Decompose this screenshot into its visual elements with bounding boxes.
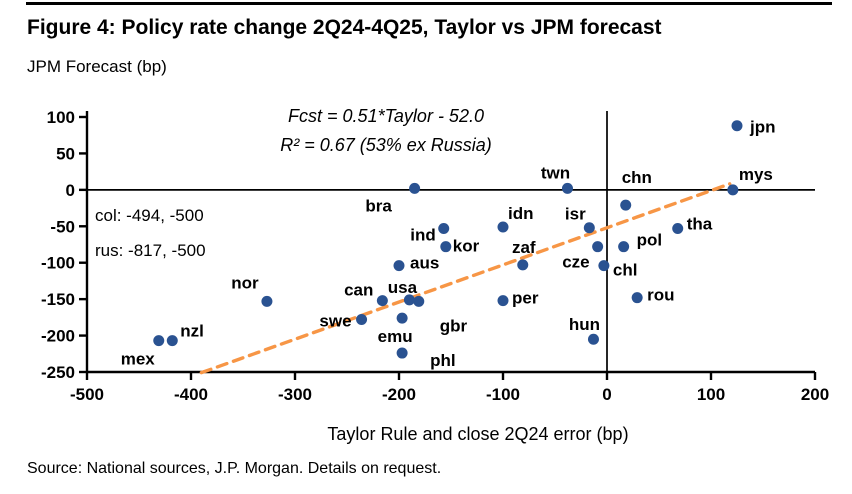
data-point-idn xyxy=(497,221,509,233)
point-labels-layer: jpn mys twn bra chn isr idn ind tha kor pol cze zaf a… xyxy=(121,118,776,370)
x-tick-label: -500 xyxy=(70,385,104,404)
point-label-chl: chl xyxy=(613,261,638,280)
x-tick-label: -400 xyxy=(174,385,208,404)
point-label-kor: kor xyxy=(453,237,480,256)
point-label-isr: isr xyxy=(565,205,586,224)
point-label-swe: swe xyxy=(319,312,351,331)
point-label-tha: tha xyxy=(687,214,713,233)
point-label-phl: phl xyxy=(430,351,456,370)
data-point-gbr xyxy=(413,295,425,307)
point-label-cze: cze xyxy=(562,253,589,272)
y-tick-label: 100 xyxy=(47,108,75,127)
y-tick-label: -150 xyxy=(41,290,75,309)
point-label-jpn: jpn xyxy=(749,118,776,137)
data-point-zaf xyxy=(517,259,529,271)
point-label-mys: mys xyxy=(739,165,773,184)
data-point-nor xyxy=(261,295,273,307)
data-point-kor xyxy=(440,241,452,253)
data-points-layer xyxy=(153,120,743,359)
point-label-zaf: zaf xyxy=(512,238,536,257)
x-tick-label: 200 xyxy=(801,385,829,404)
outlier-note-line1: col: -494, -500 xyxy=(95,206,204,225)
point-label-per: per xyxy=(512,289,539,308)
data-point-chn xyxy=(620,199,632,211)
data-point-twn xyxy=(561,182,573,194)
point-label-idn: idn xyxy=(508,204,534,223)
point-label-rou: rou xyxy=(647,286,674,305)
point-label-aus: aus xyxy=(410,254,439,273)
point-label-gbr: gbr xyxy=(440,316,468,335)
point-label-chn: chn xyxy=(622,168,652,187)
top-rule xyxy=(26,2,832,5)
data-point-isr xyxy=(583,222,595,234)
y-tick-label: 0 xyxy=(66,181,75,200)
point-label-can: can xyxy=(344,281,373,300)
point-label-hun: hun xyxy=(569,315,600,334)
regression-r2-note: R² = 0.67 (53% ex Russia) xyxy=(280,135,492,155)
data-point-can xyxy=(376,295,388,307)
data-point-mys xyxy=(727,184,739,196)
y-tick-label: -200 xyxy=(41,327,75,346)
point-label-mex: mex xyxy=(121,350,156,369)
point-label-bra: bra xyxy=(365,196,392,215)
point-label-nzl: nzl xyxy=(180,322,204,341)
point-label-pol: pol xyxy=(637,231,663,250)
data-point-per xyxy=(497,295,509,307)
x-axis-title: Taylor Rule and close 2Q24 error (bp) xyxy=(327,424,628,444)
data-point-cze xyxy=(592,241,604,253)
y-tick-label: -50 xyxy=(50,217,75,236)
data-point-jpn xyxy=(731,120,743,132)
source-note: Source: National sources, J.P. Morgan. D… xyxy=(27,460,442,477)
data-point-ind xyxy=(438,222,450,234)
data-point-mex xyxy=(153,335,165,347)
trendline-layer xyxy=(199,182,732,375)
data-point-pol xyxy=(618,241,630,253)
data-point-emu xyxy=(396,312,408,324)
trendline xyxy=(199,182,732,375)
x-tick-label: 0 xyxy=(602,385,611,404)
data-point-chl xyxy=(598,260,610,272)
x-tick-label: -100 xyxy=(486,385,520,404)
data-point-usa xyxy=(403,294,415,306)
x-tick-label: -200 xyxy=(382,385,416,404)
data-point-bra xyxy=(409,182,421,194)
data-point-nzl xyxy=(166,335,178,347)
x-tick-label: -300 xyxy=(278,385,312,404)
point-label-emu: emu xyxy=(378,327,413,346)
data-point-rou xyxy=(631,292,643,304)
outlier-note-line2: rus: -817, -500 xyxy=(95,241,206,260)
y-axis-unit-label: JPM Forecast (bp) xyxy=(27,57,167,76)
y-tick-label: -250 xyxy=(41,363,75,382)
point-label-usa: usa xyxy=(388,278,418,297)
point-label-ind: ind xyxy=(410,225,436,244)
data-point-phl xyxy=(396,347,408,359)
point-label-twn: twn xyxy=(541,163,570,182)
axes-layer: 100 50 0 -50 -100 -150 -200 -250 -500 -400 -300 -20… xyxy=(41,108,829,404)
data-point-aus xyxy=(393,260,405,272)
y-tick-label: 50 xyxy=(56,144,75,163)
data-point-hun xyxy=(587,333,599,345)
figure-title: Figure 4: Policy rate change 2Q24-4Q25, … xyxy=(27,16,662,39)
point-label-nor: nor xyxy=(231,273,259,292)
data-point-swe xyxy=(356,314,368,326)
y-tick-label: -100 xyxy=(41,254,75,273)
data-point-tha xyxy=(672,222,684,234)
regression-equation: Fcst = 0.51*Taylor - 52.0 xyxy=(288,106,484,126)
x-tick-label: 100 xyxy=(697,385,725,404)
